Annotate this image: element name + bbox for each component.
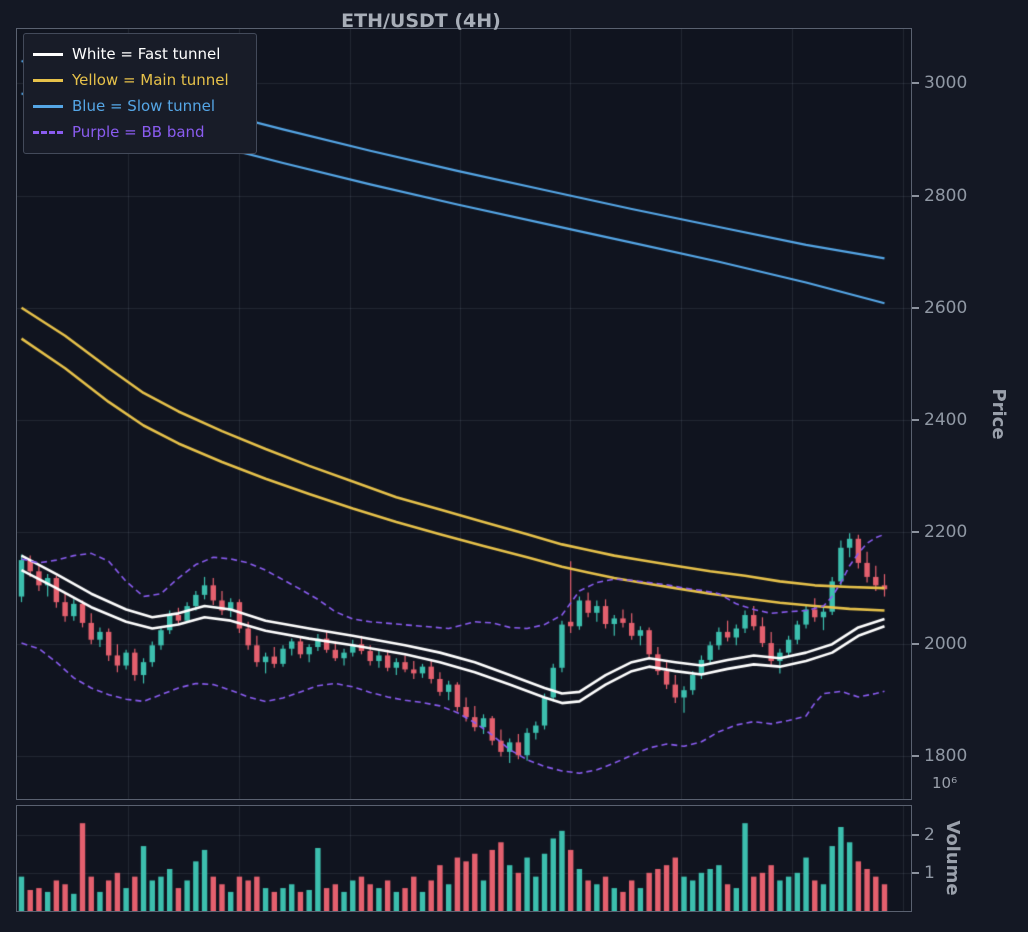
tick-mark-icon: [912, 531, 919, 534]
tick-label: 2: [924, 824, 935, 845]
legend-line-sample-icon: [33, 78, 63, 82]
tick-label: 2000: [924, 634, 968, 655]
tick-label: 2400: [924, 409, 968, 430]
price-axis-label: Price: [988, 388, 1009, 440]
tick-mark-icon: [912, 194, 919, 197]
axis-tick: 2000: [912, 634, 967, 654]
legend-item-label: White = Fast tunnel: [72, 45, 221, 63]
legend: White = Fast tunnel Yellow = Main tunnel B…: [23, 33, 257, 154]
legend-item: Yellow = Main tunnel: [33, 67, 246, 93]
tick-label: 3000: [924, 73, 968, 94]
axis-tick: 2600: [912, 298, 967, 318]
legend-item-label: Purple = BB band: [72, 123, 205, 141]
axis-tick: 2: [912, 825, 935, 845]
legend-item: White = Fast tunnel: [33, 41, 246, 67]
volume-chart-canvas: [17, 806, 911, 911]
axis-tick: 2800: [912, 186, 967, 206]
tick-mark-icon: [912, 871, 919, 874]
tick-mark-icon: [912, 82, 919, 85]
tick-label: 1: [924, 862, 935, 883]
axis-tick: 1800: [912, 746, 967, 766]
tick-mark-icon: [912, 643, 919, 646]
legend-line-sample-icon: [33, 104, 63, 108]
tick-label: 2800: [924, 185, 968, 206]
legend-line-sample-icon: [33, 130, 63, 134]
tick-label: 2600: [924, 297, 968, 318]
volume-panel: [16, 805, 912, 912]
price-chart-canvas: [17, 29, 911, 799]
tick-label: 1800: [924, 746, 968, 767]
price-panel: [16, 28, 912, 800]
axis-tick: 2200: [912, 522, 967, 542]
legend-item-label: Yellow = Main tunnel: [72, 71, 229, 89]
tick-mark-icon: [912, 833, 919, 836]
legend-line-sample-icon: [33, 52, 63, 56]
volume-scale-offset-icon: 10⁶: [932, 774, 958, 792]
volume-axis-label: Volume: [942, 820, 963, 896]
legend-item-label: Blue = Slow tunnel: [72, 97, 215, 115]
axis-tick: 3000: [912, 73, 967, 93]
tick-mark-icon: [912, 755, 919, 758]
chart-title: ETH/USDT (4H): [341, 10, 501, 32]
axis-tick: 2400: [912, 410, 967, 430]
tick-label: 2200: [924, 522, 968, 543]
axis-tick: 1: [912, 863, 935, 883]
legend-item: Purple = BB band: [33, 119, 246, 145]
tick-mark-icon: [912, 306, 919, 309]
tick-mark-icon: [912, 418, 919, 421]
legend-item: Blue = Slow tunnel: [33, 93, 246, 119]
